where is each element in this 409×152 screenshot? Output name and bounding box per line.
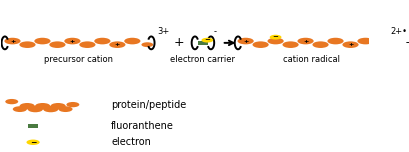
Circle shape xyxy=(141,42,153,47)
Text: -: - xyxy=(213,27,216,36)
Circle shape xyxy=(79,41,95,48)
Text: −: − xyxy=(204,37,210,43)
Circle shape xyxy=(27,106,43,112)
Circle shape xyxy=(20,103,35,109)
Circle shape xyxy=(267,38,283,44)
Circle shape xyxy=(124,38,140,44)
Text: +: + xyxy=(403,36,409,49)
Circle shape xyxy=(13,106,27,112)
Circle shape xyxy=(94,38,110,44)
Circle shape xyxy=(201,38,213,43)
Circle shape xyxy=(66,102,79,107)
Circle shape xyxy=(19,41,36,48)
Text: +: + xyxy=(347,42,352,47)
Text: +: + xyxy=(70,39,75,44)
Text: −: − xyxy=(30,138,36,147)
Text: electron carrier: electron carrier xyxy=(170,55,235,64)
Text: precursor cation: precursor cation xyxy=(43,55,112,64)
Text: 3+: 3+ xyxy=(157,27,169,36)
Circle shape xyxy=(5,99,18,104)
Circle shape xyxy=(357,38,373,44)
Circle shape xyxy=(58,106,72,112)
Text: protein/peptide: protein/peptide xyxy=(111,100,186,110)
Text: −: − xyxy=(272,34,278,40)
Text: +: + xyxy=(243,39,247,44)
Text: cation radical: cation radical xyxy=(282,55,339,64)
Circle shape xyxy=(327,38,343,44)
Text: 2+•: 2+• xyxy=(389,27,407,36)
Circle shape xyxy=(297,38,313,44)
Circle shape xyxy=(109,41,125,48)
Circle shape xyxy=(342,41,358,48)
Circle shape xyxy=(43,106,58,112)
Circle shape xyxy=(237,38,253,44)
Text: electron: electron xyxy=(111,137,151,147)
Circle shape xyxy=(35,103,50,109)
Text: +: + xyxy=(173,36,184,49)
Circle shape xyxy=(282,41,298,48)
Circle shape xyxy=(34,38,50,44)
Circle shape xyxy=(4,38,20,44)
Circle shape xyxy=(50,103,65,109)
Circle shape xyxy=(252,41,268,48)
FancyBboxPatch shape xyxy=(28,124,38,128)
Circle shape xyxy=(269,35,281,40)
FancyBboxPatch shape xyxy=(197,41,208,45)
Circle shape xyxy=(312,41,328,48)
Text: +: + xyxy=(115,42,120,47)
Text: +: + xyxy=(10,39,15,44)
Circle shape xyxy=(64,38,80,44)
Text: fluoranthene: fluoranthene xyxy=(111,121,173,131)
Text: +: + xyxy=(302,39,308,44)
Circle shape xyxy=(374,42,385,47)
Circle shape xyxy=(49,41,65,48)
Circle shape xyxy=(27,140,40,145)
